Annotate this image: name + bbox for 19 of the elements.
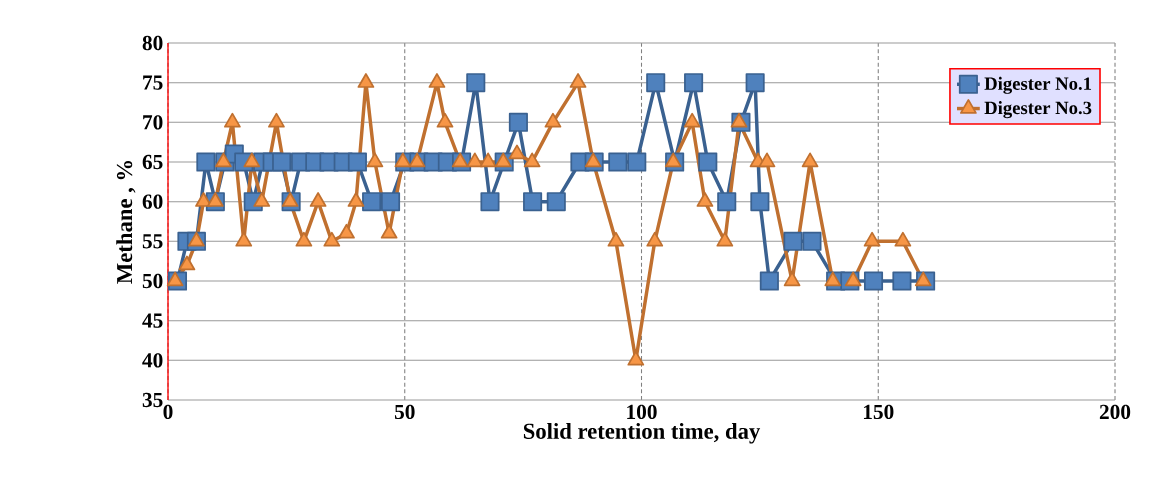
x-tick-label: 150 bbox=[863, 404, 894, 420]
y-tick-label: 40 bbox=[142, 353, 163, 368]
legend-label: Digester No.1 bbox=[984, 76, 1092, 94]
y-tick-label: 55 bbox=[142, 234, 163, 249]
x-tick-label: 50 bbox=[394, 404, 415, 420]
x-axis-title: Solid retention time, day bbox=[523, 422, 761, 444]
legend-label: Digester No.3 bbox=[984, 101, 1092, 119]
x-tick-label: 200 bbox=[1099, 404, 1131, 420]
y-tick-label: 65 bbox=[142, 154, 163, 170]
y-tick-label: 35 bbox=[142, 392, 163, 408]
y-tick-label: 75 bbox=[143, 75, 163, 90]
x-tick-label: 100 bbox=[627, 404, 657, 420]
y-tick-label: 60 bbox=[142, 194, 163, 209]
x-tick-label: 0 bbox=[163, 404, 173, 420]
y-axis-title: Methane , % bbox=[116, 161, 136, 284]
y-tick-label: 45 bbox=[142, 313, 163, 328]
y-tick-label: 80 bbox=[142, 35, 163, 51]
y-tick-label: 50 bbox=[142, 273, 163, 289]
y-tick-label: 70 bbox=[143, 115, 163, 130]
